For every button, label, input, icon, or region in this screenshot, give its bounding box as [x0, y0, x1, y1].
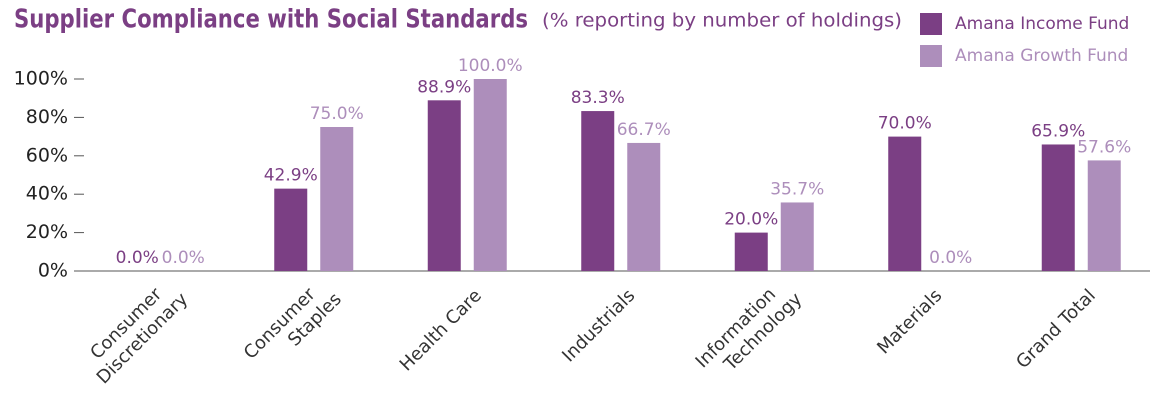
bar — [734, 232, 768, 271]
x-tick-label: InformationTechnology — [692, 273, 807, 388]
bar — [627, 142, 661, 271]
data-label: 75.0% — [310, 104, 364, 124]
y-tick-label: 60% — [26, 144, 68, 166]
data-label: 0.0% — [162, 248, 205, 268]
y-tick-label: 80% — [26, 106, 68, 128]
y-tick-label: 40% — [26, 183, 68, 205]
data-label: 57.6% — [1077, 137, 1131, 157]
bar — [427, 100, 461, 271]
data-label: 0.0% — [929, 248, 972, 268]
legend-label: Amana Income Fund — [955, 14, 1129, 34]
data-label: 35.7% — [770, 179, 824, 199]
bar — [1041, 144, 1075, 271]
legend-label: Amana Growth Fund — [955, 46, 1128, 66]
x-tick-label: ConsumerStaples — [240, 273, 346, 379]
bar — [274, 188, 308, 271]
x-tick-label: Materials — [873, 285, 946, 358]
legend-swatch — [920, 13, 942, 35]
bar — [581, 111, 615, 272]
y-tick-label: 20% — [26, 221, 68, 243]
bar — [780, 202, 814, 271]
x-tick-label: Health Care — [396, 285, 486, 375]
data-label: 66.7% — [617, 120, 671, 140]
bar — [888, 136, 922, 271]
data-label: 70.0% — [878, 114, 932, 134]
data-label: 88.9% — [417, 77, 471, 97]
data-label: 83.3% — [571, 88, 625, 108]
chart-title: Supplier Compliance with Social Standard… — [14, 5, 528, 35]
y-tick-label: 100% — [14, 68, 68, 90]
data-label: 42.9% — [264, 166, 318, 186]
data-label: 65.9% — [1031, 121, 1085, 141]
data-label: 20.0% — [724, 210, 778, 230]
data-label: 0.0% — [116, 248, 159, 268]
bar — [473, 79, 507, 271]
x-tick-label: ConsumerDiscretionary — [77, 273, 192, 388]
x-tick-label: Grand Total — [1012, 285, 1100, 373]
y-tick-label: 0% — [38, 260, 68, 282]
bar — [1087, 160, 1121, 271]
bar — [320, 127, 354, 271]
data-label: 100.0% — [458, 56, 523, 76]
x-tick-label: Industrials — [558, 285, 639, 366]
chart-subtitle: (% reporting by number of holdings) — [542, 10, 902, 32]
legend-swatch — [920, 45, 942, 67]
